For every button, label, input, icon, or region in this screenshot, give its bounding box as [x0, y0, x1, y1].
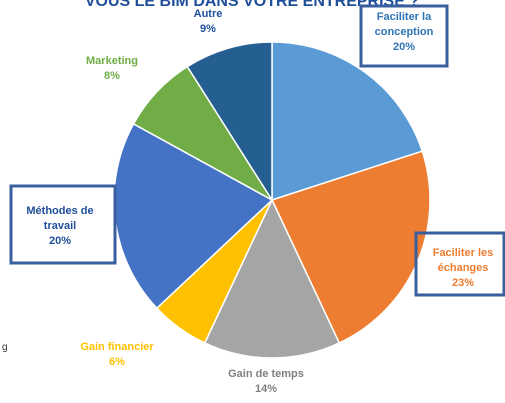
chart-title: VOUS LE BIM DANS VOTRE ENTREPRISE ? — [85, 0, 419, 10]
label-autre: Autre 9% — [194, 8, 223, 35]
slice-autre — [186, 41, 273, 203]
label-box-faciliter-les-echanges — [414, 231, 505, 297]
slice-gain-de-temps — [203, 198, 341, 359]
label-gain-de-temps: Gain de temps 14% — [228, 368, 304, 395]
slice-faciliter-la-conception — [271, 41, 424, 202]
label-marketing: Marketing 8% — [86, 55, 138, 82]
pie-labels: Faciliter la conception 20% Faciliter les éc… — [9, 4, 505, 395]
label-faciliter-les-echanges: Faciliter les échanges 23% — [433, 247, 494, 289]
side-fragment-text: g — [2, 342, 8, 353]
label-faciliter-la-conception: Faciliter la conception 20% — [375, 11, 434, 53]
label-box-methodes-de-travail — [9, 184, 117, 265]
label-gain-financier: Gain financier 6% — [80, 341, 154, 368]
pie-slices — [113, 41, 431, 359]
label-box-faciliter-la-conception — [359, 4, 449, 68]
label-methodes-de-travail: Méthodes de travail 20% — [26, 205, 93, 247]
